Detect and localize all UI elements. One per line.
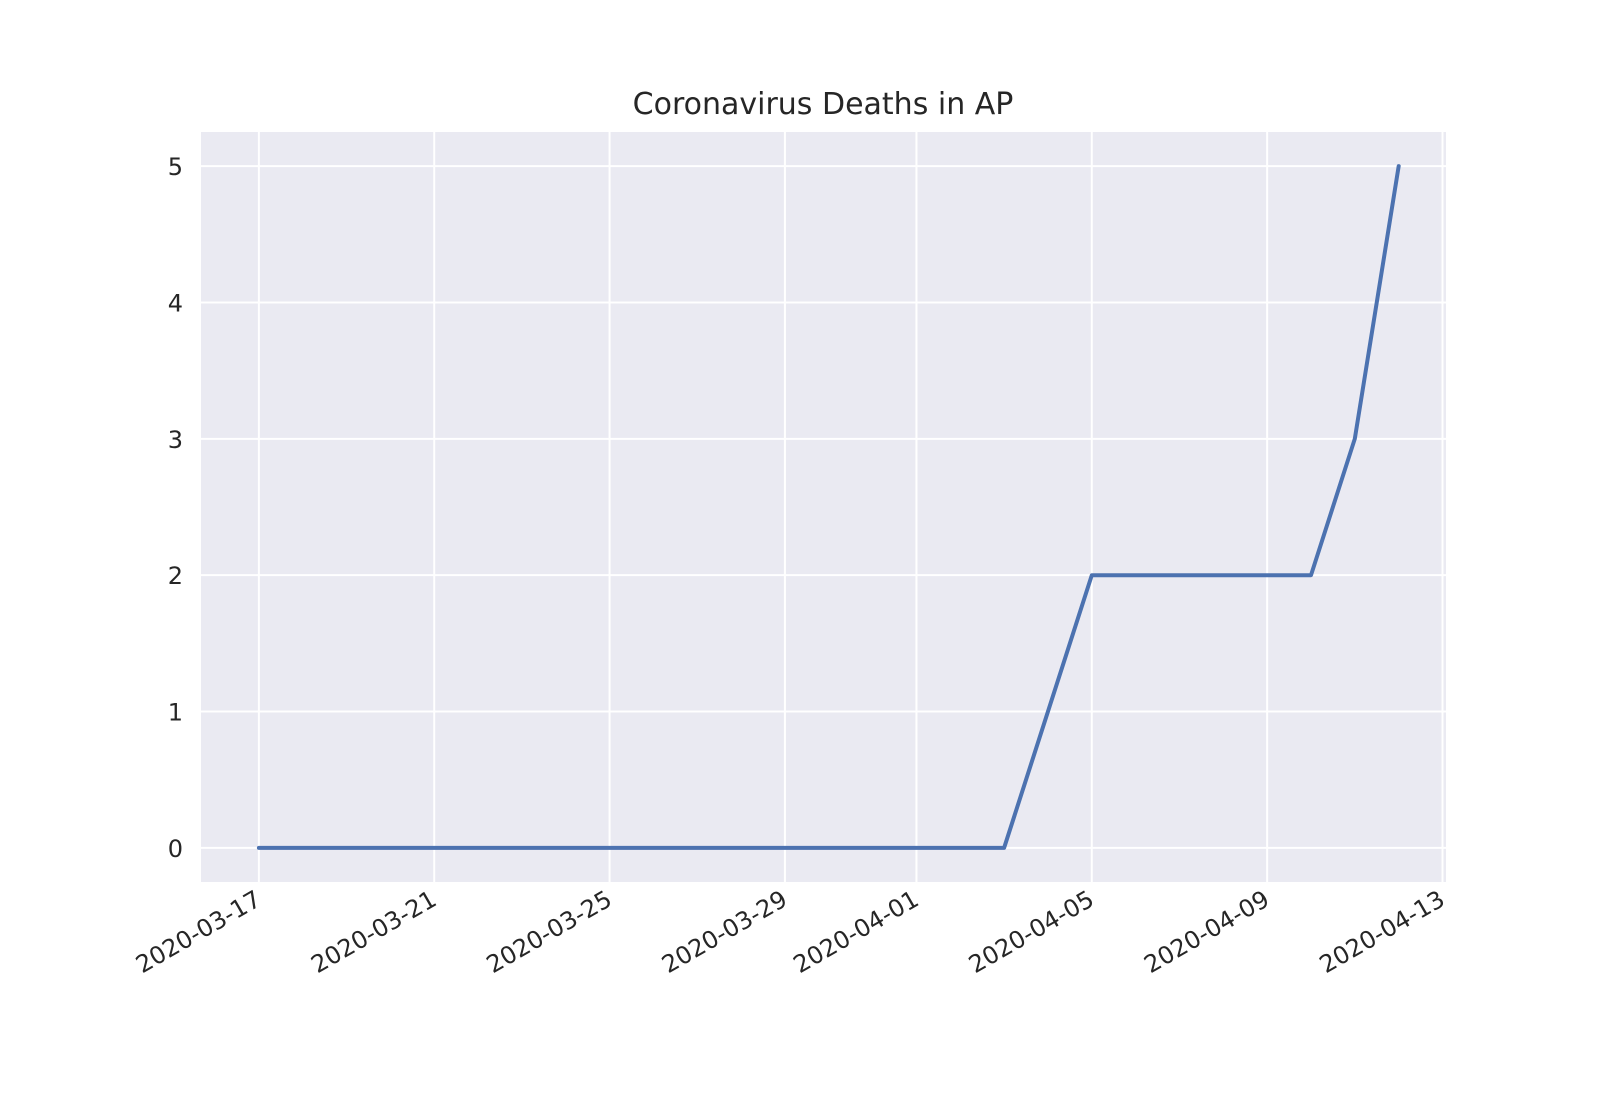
x-tick-label: 2020-04-01 xyxy=(789,885,924,979)
series-line xyxy=(256,164,1401,850)
x-tick-label: 2020-03-17 xyxy=(131,885,266,979)
x-tick-label: 2020-04-05 xyxy=(964,885,1099,979)
y-tick-label: 5 xyxy=(168,153,183,181)
x-tick-label: 2020-04-13 xyxy=(1315,885,1450,979)
x-tick-label: 2020-03-21 xyxy=(306,885,441,979)
series-layer xyxy=(256,164,1401,850)
plot-area xyxy=(201,132,1446,882)
y-tick-label: 2 xyxy=(168,562,183,590)
x-tick-label: 2020-03-25 xyxy=(482,885,617,979)
y-tick-labels: 0 1 2 3 4 5 xyxy=(168,153,183,863)
y-tick-label: 1 xyxy=(168,699,183,727)
x-tick-label: 2020-04-09 xyxy=(1139,885,1274,979)
vertical-gridlines xyxy=(257,132,1444,882)
y-tick-label: 0 xyxy=(168,835,183,863)
y-tick-label: 4 xyxy=(168,289,183,317)
y-tick-label: 3 xyxy=(168,426,183,454)
chart-title: Coronavirus Deaths in AP xyxy=(633,87,1014,122)
x-tick-label: 2020-03-29 xyxy=(657,885,792,979)
x-tick-labels: 2020-03-17 2020-03-21 2020-03-25 2020-03-29… xyxy=(131,885,1449,979)
